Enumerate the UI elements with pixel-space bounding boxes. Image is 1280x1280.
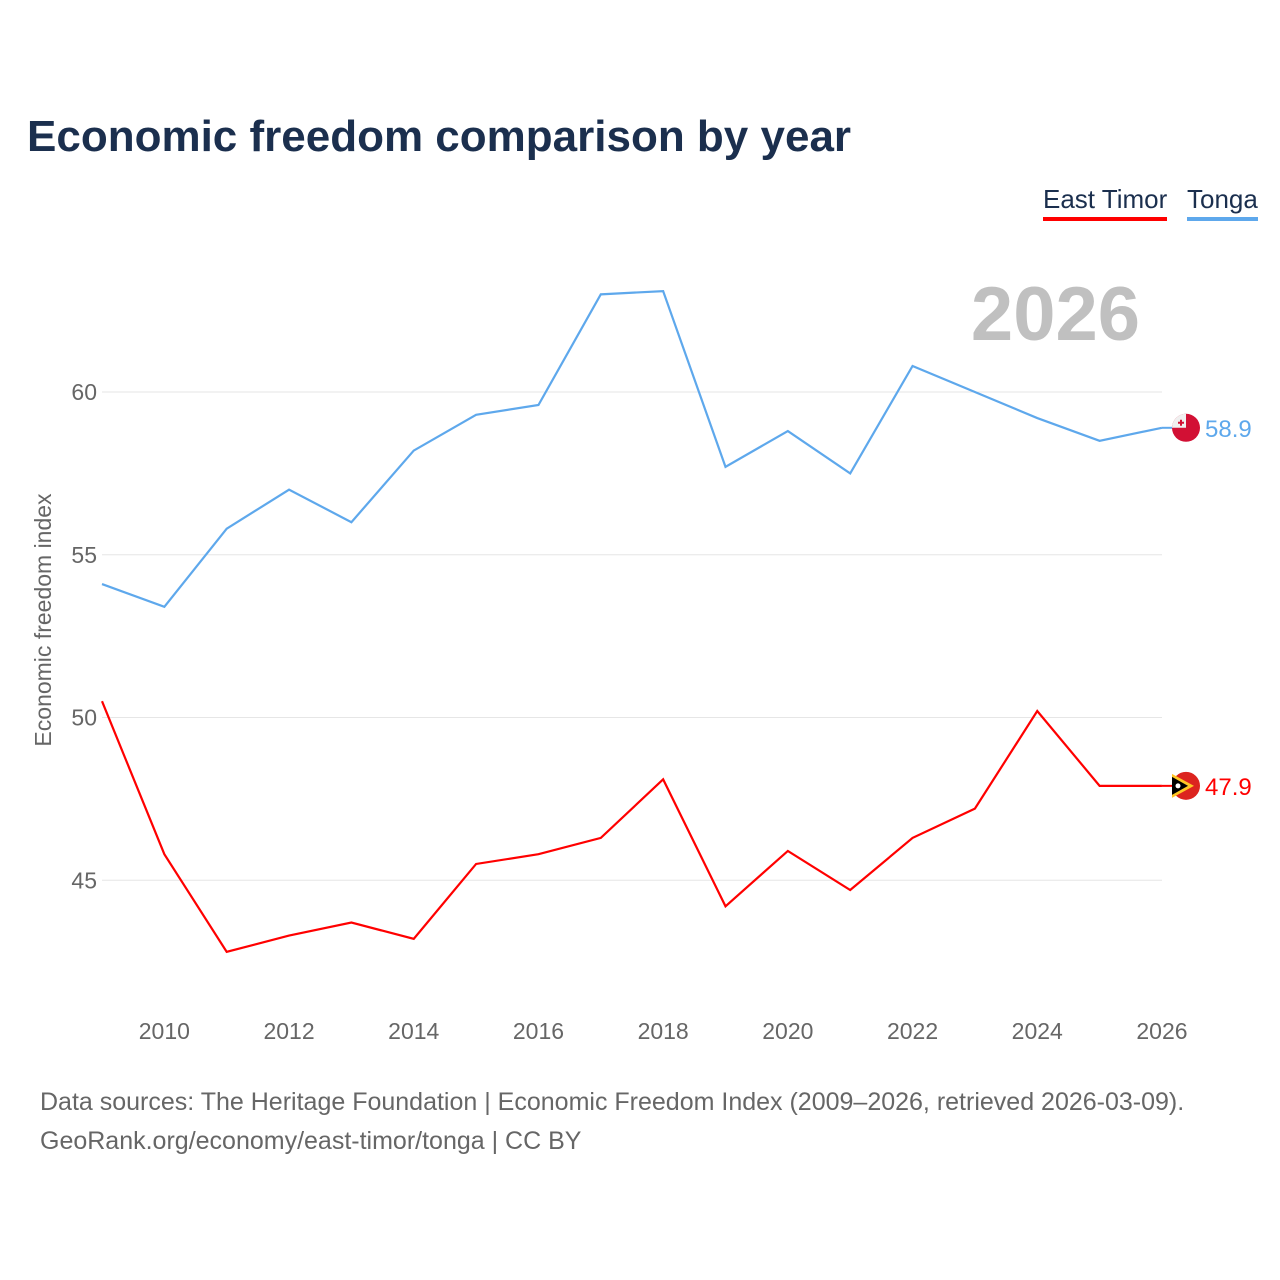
y-tick-label: 60	[71, 379, 97, 405]
x-tick-label: 2012	[263, 1018, 314, 1044]
y-axis-label: Economic freedom index	[30, 493, 56, 747]
legend-tonga[interactable]: Tonga	[1187, 184, 1258, 221]
x-tick-label: 2022	[887, 1018, 938, 1044]
y-tick-label: 50	[71, 705, 97, 731]
x-tick-label: 2014	[388, 1018, 439, 1044]
flag-cross	[1178, 419, 1184, 426]
y-tick-label: 55	[71, 542, 97, 568]
y-tick-label: 45	[71, 867, 97, 893]
flag-canton	[1172, 413, 1186, 428]
legend-east-timor[interactable]: East Timor	[1043, 184, 1168, 221]
flag-star	[1175, 783, 1181, 789]
end-value-label: 47.9	[1205, 774, 1252, 801]
x-tick-label: 2010	[139, 1018, 190, 1044]
x-tick-label: 2018	[638, 1018, 689, 1044]
series-line-tonga	[101, 289, 1163, 609]
x-tick-label: 2026	[1136, 1018, 1187, 1044]
current-year-label: 2026	[971, 272, 1140, 357]
chart-title: Economic freedom comparison by year	[27, 112, 852, 161]
series-line-east-timor	[100, 700, 1162, 954]
source-line-1: Data sources: The Heritage Foundation | …	[40, 1088, 1185, 1116]
x-tick-label: 2024	[1012, 1018, 1063, 1044]
x-tick-label: 2016	[513, 1018, 564, 1044]
source-line-2[interactable]: GeoRank.org/economy/east-timor/tonga | C…	[40, 1127, 582, 1155]
x-tick-label: 2020	[762, 1018, 813, 1044]
end-value-label: 58.9	[1205, 416, 1252, 443]
